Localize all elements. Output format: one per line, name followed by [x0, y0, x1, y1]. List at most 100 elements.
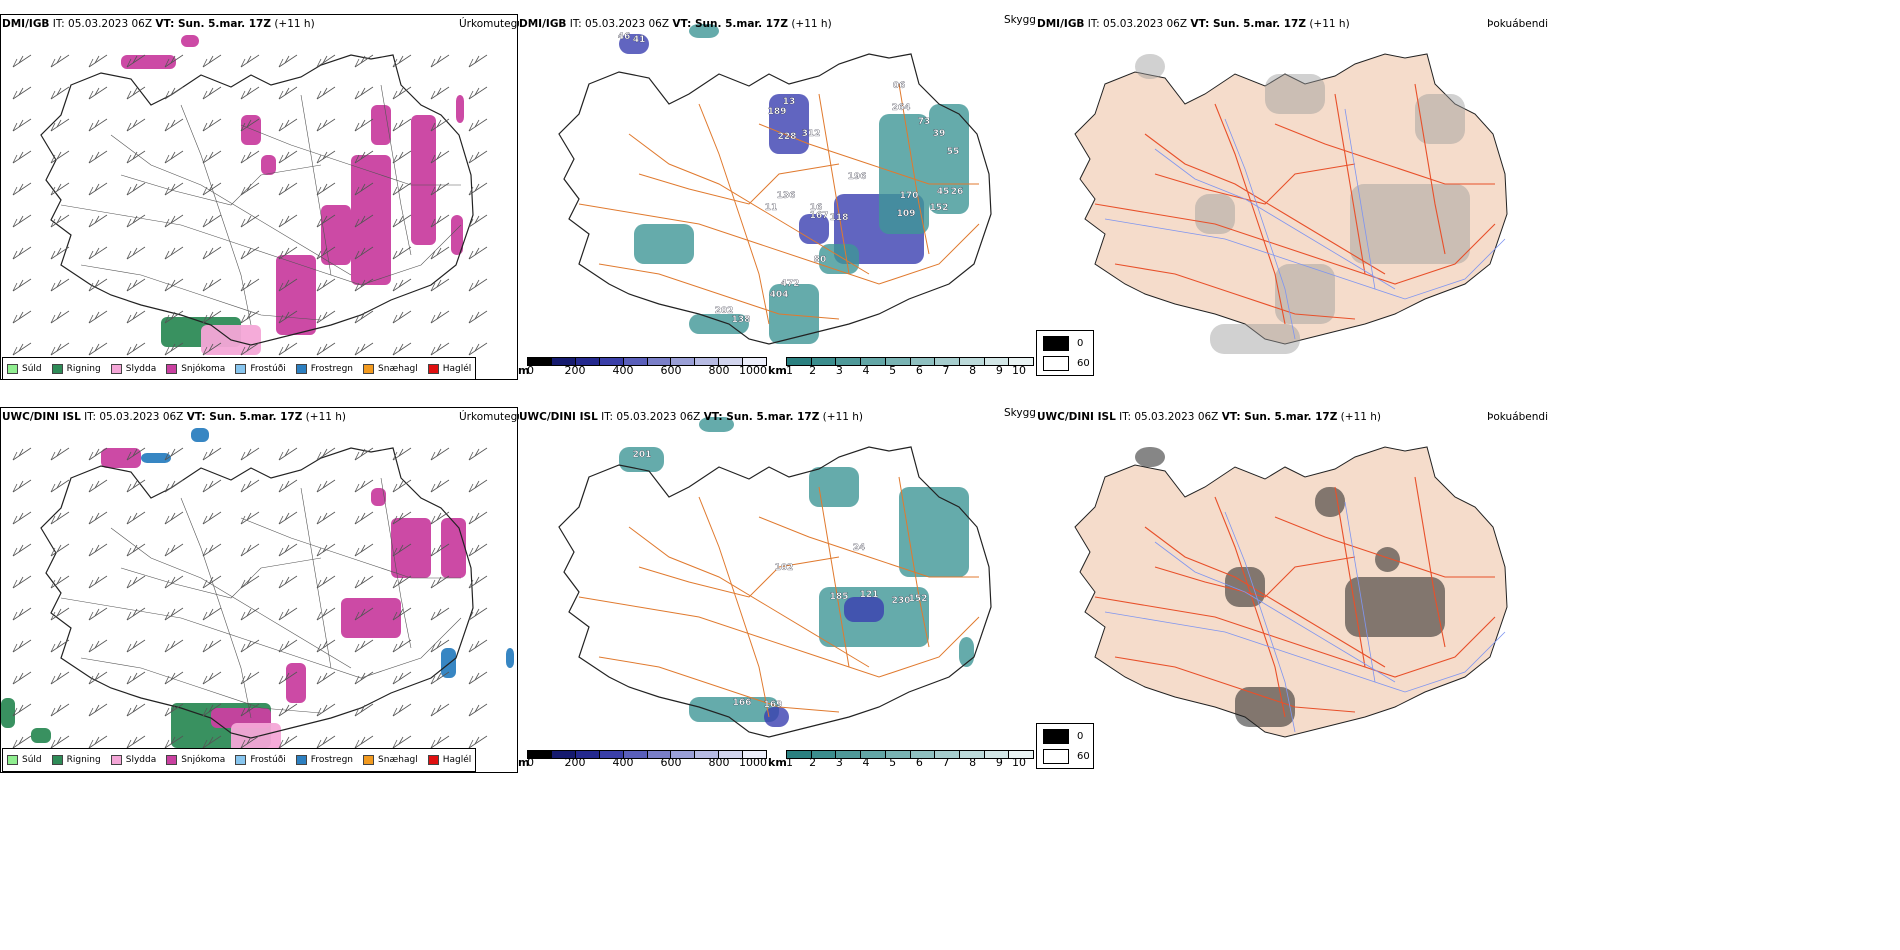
wind-barb-icon: [354, 735, 374, 749]
visibility-value-label: 121: [860, 590, 879, 600]
visibility-area: [879, 114, 929, 234]
wind-barb-icon: [12, 447, 32, 461]
wind-barb-icon: [88, 342, 108, 356]
wind-barb-icon: [278, 122, 284, 132]
wind-barb-icon: [12, 675, 18, 685]
visibility-area: [769, 284, 819, 344]
precip-area: [121, 55, 176, 69]
wind-barb-icon: [316, 447, 336, 461]
wind-barb-icon: [278, 118, 298, 132]
wind-barb-icon: [284, 279, 290, 288]
wind-barb-icon: [316, 314, 322, 324]
wind-barb-icon: [284, 183, 290, 192]
wind-barb-icon: [164, 543, 184, 557]
header-fog-row1: DMI/IGB IT: 05.03.2023 06Z VT: Sun. 5.ma…: [1037, 18, 1350, 30]
river-line: [1154, 148, 1396, 290]
wind-barb-icon: [392, 707, 398, 717]
wind-barb-icon: [392, 86, 412, 100]
wind-barb-icon: [164, 54, 184, 68]
wind-barb-icon: [88, 346, 94, 356]
wind-barb-icon: [468, 511, 488, 525]
wind-barb-icon: [284, 544, 290, 553]
wind-barb-icon: [132, 151, 138, 160]
init-time: IT: 05.03.2023 06Z: [84, 411, 184, 423]
wind-barb-icon: [322, 640, 328, 649]
wind-barb-icon: [468, 186, 474, 196]
colorbar-segment: [551, 751, 576, 758]
wind-barb-icon: [240, 675, 246, 685]
unit-m: m: [518, 756, 530, 769]
legend-swatch: [427, 364, 439, 374]
colorbar-segment: [910, 358, 936, 365]
vis-colorbar-m: [527, 750, 767, 759]
wind-barb-icon: [50, 575, 70, 589]
wind-barb-icon: [202, 707, 208, 717]
wind-barb-icon: [354, 58, 360, 68]
wind-barb-icon: [164, 314, 170, 324]
wind-barb-icon: [436, 512, 442, 521]
wind-barb-icon: [132, 279, 138, 288]
wind-barb-icon: [164, 310, 184, 324]
wind-barb-icon: [164, 246, 184, 260]
wind-barb-icon: [50, 451, 56, 461]
precip-area: [351, 155, 391, 285]
wind-barb-icon: [132, 608, 138, 617]
wind-barb-icon: [354, 639, 374, 653]
wind-barb-icon: [50, 314, 56, 324]
wind-barb-icon: [392, 278, 412, 292]
wind-barb-icon: [354, 451, 360, 461]
colorbar-segment: [1009, 358, 1034, 365]
wind-barb-icon: [316, 543, 336, 557]
wind-barb-icon: [240, 547, 246, 557]
wind-barb-icon: [50, 58, 56, 68]
precip-map: [12, 35, 488, 356]
wind-barb-icon: [392, 214, 412, 228]
legend-item: Haglél: [427, 364, 471, 374]
wind-barb-icon: [50, 154, 56, 164]
wind-barb-icon: [240, 739, 246, 749]
wind-barb-icon: [322, 448, 328, 457]
wind-barb-icon: [354, 118, 374, 132]
wind-barb-icon: [474, 119, 480, 128]
legend-swatch: [363, 364, 375, 374]
fog-area: [1135, 447, 1165, 467]
wind-barb-icon: [50, 479, 70, 493]
wind-barb-icon: [202, 58, 208, 68]
precip-area: [181, 35, 199, 47]
wind-barb-icon: [202, 447, 222, 461]
tick-label: 4: [862, 756, 870, 769]
wind-barb-icon: [284, 512, 290, 521]
wind-barb-icon: [88, 479, 108, 493]
wind-barb-icon: [164, 214, 184, 228]
init-time: IT: 05.03.2023 06Z: [601, 411, 701, 423]
road-line: [628, 526, 870, 668]
wind-barb-icon: [12, 86, 32, 100]
wind-barb-icon: [468, 86, 488, 100]
wind-barb-icon: [392, 543, 412, 557]
wind-barb-icon: [316, 639, 336, 653]
wind-barb-icon: [126, 451, 132, 461]
wind-barb-icon: [126, 246, 146, 260]
wind-barb-icon: [12, 342, 32, 356]
wind-barb-icon: [240, 278, 260, 292]
lead-time: (+11 h): [274, 18, 315, 30]
wind-barb-icon: [12, 607, 32, 621]
wind-barb-icon: [436, 480, 442, 489]
wind-barb-icon: [354, 511, 374, 525]
wind-barb-icon: [202, 515, 208, 525]
wind-barb-icon: [430, 214, 450, 228]
wind-barb-icon: [430, 278, 450, 292]
wind-barb-icon: [354, 511, 374, 525]
wind-barb-icon: [430, 58, 436, 68]
wind-barb-icon: [360, 736, 366, 745]
wind-barb-icon: [430, 479, 450, 493]
wind-barb-icon: [468, 735, 488, 749]
wind-barb-icon: [202, 579, 208, 589]
colorbar-segment: [811, 358, 837, 365]
wind-barb-icon: [12, 579, 18, 589]
wind-barb-icon: [316, 675, 322, 685]
wind-barb-icon: [278, 86, 298, 100]
wind-barb-icon: [468, 150, 488, 164]
tick-label: 400: [612, 756, 634, 769]
wind-barb-icon: [360, 279, 366, 288]
